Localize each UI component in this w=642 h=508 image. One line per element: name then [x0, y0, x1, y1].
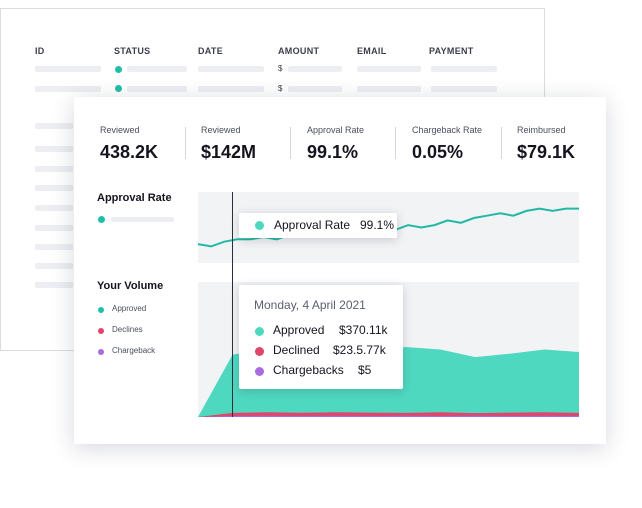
row-1-date-placeholder: [198, 66, 264, 72]
kpi-label: Approval Rate: [307, 125, 365, 135]
chargeback-area: [198, 415, 579, 417]
tooltip-approved-value: $370.11k: [339, 323, 388, 337]
volume-tooltip-date: Monday, 4 April 2021: [254, 298, 366, 312]
legend-approved-dot: [98, 307, 104, 313]
row-2-payment-placeholder: [431, 86, 497, 92]
tooltip-chargeback-value: $5: [358, 363, 372, 377]
approval-tooltip-value: 99.1%: [360, 218, 395, 232]
kpi-divider: [290, 127, 291, 159]
legend-declines-dot: [98, 328, 104, 334]
row-5-id-placeholder: [35, 166, 73, 172]
tooltip-approved-dot: [255, 327, 264, 336]
row-1-status-placeholder: [127, 66, 187, 72]
row-2-amount-placeholder: [288, 86, 342, 92]
tooltip-declined-value: $23.5.77k: [333, 343, 386, 357]
kpi-label: Reviewed: [100, 125, 140, 135]
legend-chargeback-dot: [98, 349, 104, 355]
row-2-status-dot: [115, 85, 122, 92]
row-2-dollar-sign: $: [278, 84, 283, 93]
kpi-reviewed-amount: Reviewed $142M: [201, 125, 256, 163]
approval-rate-title: Approval Rate: [97, 192, 172, 204]
row-3-id-placeholder: [35, 123, 73, 129]
kpi-value: $142M: [201, 142, 257, 162]
kpi-value: 438.2K: [100, 142, 159, 162]
legend-chargeback[interactable]: Chargeback: [112, 346, 156, 355]
table-header-id[interactable]: ID: [35, 46, 45, 56]
row-6-id-placeholder: [35, 185, 73, 191]
legend-approved[interactable]: Approved: [112, 304, 147, 313]
kpi-label: Chargeback Rate: [412, 125, 483, 135]
approval-tooltip-label: Approval Rate: [274, 218, 351, 232]
row-2-email-placeholder: [357, 86, 421, 92]
volume-tooltip: Monday, 4 April 2021 Approved $370.11k D…: [239, 285, 403, 389]
row-11-id-placeholder: [35, 282, 73, 288]
legend-declines[interactable]: Declines: [112, 325, 143, 334]
row-1-id-placeholder: [35, 66, 101, 72]
kpi-reimbursed: Reimbursed $79.1K: [517, 125, 575, 163]
kpi-value: 99.1%: [307, 142, 359, 162]
kpi-reviewed-count: Reviewed 438.2K: [100, 125, 158, 163]
row-1-email-placeholder: [357, 66, 421, 72]
row-2-status-placeholder: [127, 86, 187, 92]
row-10-id-placeholder: [35, 263, 73, 269]
row-1-dollar-sign: $: [278, 64, 283, 73]
kpi-label: Reviewed: [201, 125, 241, 135]
chart-crosshair-line: [232, 192, 233, 417]
declines-area: [198, 412, 579, 417]
approval-legend-placeholder: [111, 217, 174, 222]
kpi-divider: [501, 127, 502, 159]
approval-legend-dot: [98, 216, 105, 223]
table-header-payment[interactable]: PAYMENT: [429, 46, 474, 56]
row-7-id-placeholder: [35, 205, 73, 211]
table-header-date[interactable]: DATE: [198, 46, 224, 56]
kpi-label: Reimbursed: [517, 125, 566, 135]
kpi-chargeback-rate: Chargeback Rate 0.05%: [412, 125, 482, 163]
tooltip-declined-label: Declined: [273, 343, 320, 357]
tooltip-chargeback-dot: [255, 367, 264, 376]
approval-rate-tooltip: Approval Rate 99.1%: [239, 213, 397, 238]
kpi-value: 0.05%: [412, 142, 464, 162]
table-header-amount[interactable]: AMOUNT: [278, 46, 320, 56]
row-1-amount-placeholder: [288, 66, 342, 72]
row-2-date-placeholder: [198, 86, 264, 92]
row-8-id-placeholder: [35, 225, 73, 231]
tooltip-approved-label: Approved: [273, 323, 325, 337]
tooltip-declined-dot: [255, 347, 264, 356]
row-2-id-placeholder: [35, 86, 101, 92]
row-1-payment-placeholder: [431, 66, 497, 72]
dashboard-card: Reviewed 438.2K Reviewed $142M Approval …: [74, 97, 606, 444]
row-4-id-placeholder: [35, 146, 73, 152]
row-9-id-placeholder: [35, 244, 73, 250]
table-header-status[interactable]: STATUS: [114, 46, 151, 56]
kpi-value: $79.1K: [517, 142, 576, 162]
volume-title: Your Volume: [97, 280, 164, 292]
kpi-approval-rate: Approval Rate 99.1%: [307, 125, 364, 163]
kpi-divider: [185, 127, 186, 159]
approval-tooltip-dot: [255, 221, 264, 230]
table-header-email[interactable]: EMAIL: [357, 46, 387, 56]
tooltip-chargeback-label: Chargebacks: [273, 363, 344, 377]
kpi-divider: [395, 127, 396, 159]
row-1-status-dot: [115, 66, 122, 73]
